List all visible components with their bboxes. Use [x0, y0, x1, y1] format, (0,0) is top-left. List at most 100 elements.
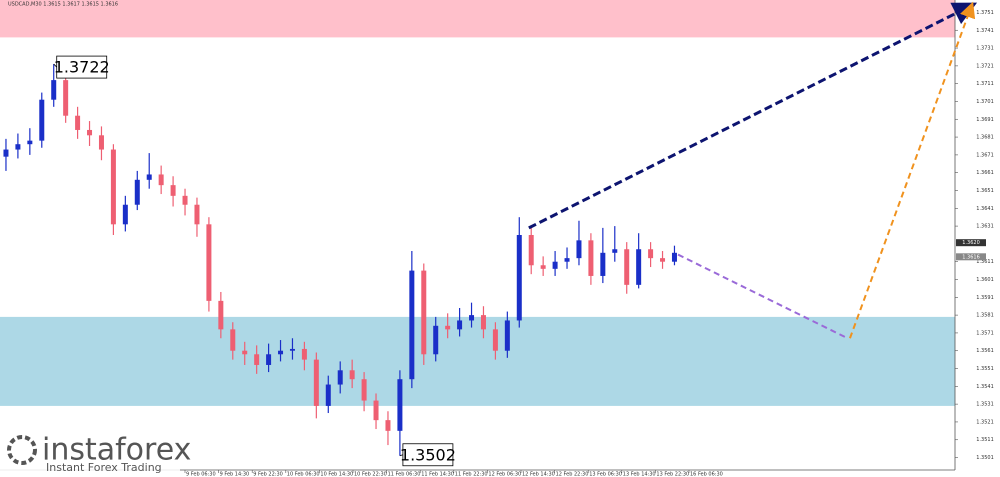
candle-body	[122, 204, 128, 225]
candle-body	[206, 224, 212, 301]
candle-body	[15, 144, 21, 150]
candle-body	[660, 258, 666, 262]
candle-body	[87, 129, 93, 136]
annotation-label: 1.3502	[400, 445, 456, 464]
annotation-leader	[53, 63, 58, 68]
x-tick-label: 12 Feb 22:30	[556, 472, 589, 477]
annotation-label: 1.3722	[54, 58, 110, 77]
x-tick-label: 9 Feb 06:30	[186, 472, 216, 477]
candle-body	[636, 249, 642, 285]
candle-body	[648, 249, 654, 259]
y-tick-label: 1.3701	[976, 99, 994, 105]
x-tick-label: 10 Feb 14:30	[320, 472, 353, 477]
x-tick-label: 10 Feb 22:30	[354, 472, 387, 477]
candle-body	[301, 348, 307, 360]
forecast-line	[677, 253, 849, 340]
x-tick-label: 12 Feb 06:30	[488, 472, 521, 477]
y-tick-label: 1.3671	[976, 152, 994, 158]
y-tick-label: 1.3631	[976, 224, 994, 230]
y-tick-label: 1.3651	[976, 188, 994, 194]
candle-body	[528, 235, 534, 266]
candle-body	[218, 300, 224, 330]
x-tick-label: 11 Feb 22:30	[455, 472, 488, 477]
x-tick-label: 11 Feb 06:30	[388, 472, 421, 477]
y-tick-label: 1.3611	[976, 259, 994, 265]
candle-body	[397, 379, 403, 431]
y-tick-label: 1.3721	[976, 63, 994, 69]
watermark-logo	[7, 435, 37, 465]
candle-body	[373, 400, 379, 421]
candle-body	[63, 80, 69, 116]
candle-body	[170, 185, 176, 196]
candle-body	[552, 261, 558, 269]
forecast-line	[849, 1, 976, 339]
y-tick-label: 1.3541	[976, 384, 994, 390]
candle-body	[457, 320, 463, 330]
candle-body	[588, 240, 594, 276]
candle-body	[349, 370, 355, 380]
y-tick-label: 1.3531	[976, 402, 994, 408]
annotation-box	[56, 55, 108, 79]
y-tick-label: 1.3521	[976, 419, 994, 425]
x-tick-label: 9 Feb 14:30	[220, 472, 250, 477]
candle-body	[194, 204, 200, 225]
x-tick-label: 9 Feb 22:30	[253, 472, 283, 477]
y-tick-label: 1.3711	[976, 81, 994, 87]
y-tick-label: 1.3681	[976, 135, 994, 141]
x-tick-label: 13 Feb 22:30	[656, 472, 689, 477]
chart-title: USDCAD,M30 1.3615 1.3617 1.3615 1.3616	[8, 2, 118, 8]
y-tick-label: 1.3591	[976, 295, 994, 301]
candle-body	[361, 379, 367, 401]
candle-body	[39, 99, 45, 141]
candle-body	[492, 329, 498, 351]
price-marker-label: 1.3616	[962, 254, 980, 260]
candle-body	[516, 235, 522, 321]
price-marker	[956, 253, 986, 261]
candle-body	[134, 179, 140, 205]
y-tick-label: 1.3691	[976, 117, 994, 123]
candle-body	[266, 354, 272, 365]
candle-body	[313, 359, 319, 406]
candle-body	[158, 174, 164, 186]
x-tick-label: 13 Feb 14:30	[623, 472, 656, 477]
y-tick-label: 1.3581	[976, 313, 994, 319]
candle-body	[230, 329, 236, 351]
watermark: instaforex Instant Forex Trading	[0, 430, 191, 477]
y-tick-label: 1.3661	[976, 170, 994, 176]
y-tick-label: 1.3501	[976, 455, 994, 461]
forecast-line	[528, 2, 978, 230]
x-tick-label: 12 Feb 14:30	[522, 472, 555, 477]
zone	[0, 316, 955, 406]
watermark-name: instaforex	[42, 433, 191, 468]
price-marker-label: 1.3620	[962, 240, 980, 246]
candle-body	[254, 354, 260, 365]
y-tick-label: 1.3731	[976, 46, 994, 52]
candle-body	[385, 420, 391, 431]
candle-body	[433, 325, 439, 355]
y-tick-label: 1.3601	[976, 277, 994, 283]
candle-body	[27, 140, 33, 145]
candle-body	[146, 174, 152, 180]
candle-body	[469, 315, 475, 321]
candle-body	[480, 315, 486, 330]
candle-body	[3, 149, 9, 157]
candle-body	[278, 350, 284, 355]
y-tick-label: 1.3751	[976, 10, 994, 16]
x-tick-label: 10 Feb 06:30	[287, 472, 320, 477]
candle-body	[289, 348, 295, 351]
candle-body	[421, 270, 427, 355]
x-tick-label: 13 Feb 06:30	[589, 472, 622, 477]
zone	[0, 0, 955, 38]
annotation-leader	[399, 454, 404, 457]
candle-body	[110, 149, 116, 225]
y-tick-label: 1.3561	[976, 348, 994, 354]
candle-body	[671, 252, 677, 262]
candle-body	[75, 115, 81, 130]
watermark-tagline: Instant Forex Trading	[46, 461, 162, 474]
candle-body	[182, 195, 188, 205]
y-tick-label: 1.3641	[976, 206, 994, 212]
candle-body	[445, 325, 451, 330]
candle-body	[242, 350, 248, 355]
candle-body	[624, 249, 630, 285]
